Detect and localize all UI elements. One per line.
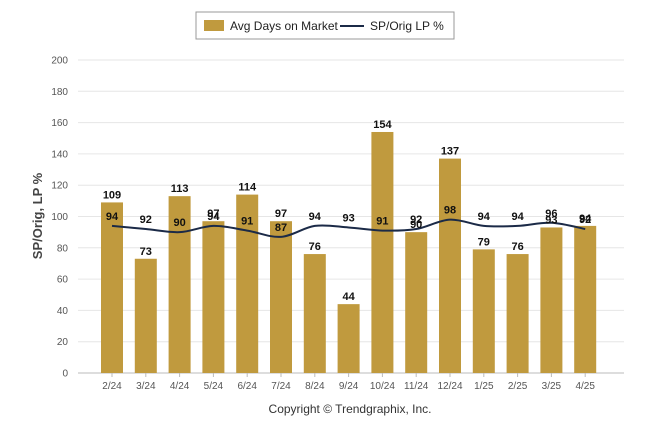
line-series [111, 218, 586, 238]
bar-value-label: 76 [309, 241, 321, 253]
line-value-label: 94 [511, 211, 524, 223]
line-value-label: 93 [342, 212, 354, 224]
y-tick-label: 200 [51, 56, 68, 67]
bar [337, 304, 360, 373]
line-value-label: 98 [444, 205, 456, 217]
bars [101, 131, 597, 373]
y-tick-label: 20 [57, 337, 69, 348]
line-value-label: 94 [309, 211, 322, 223]
x-tick-label: 4/24 [170, 381, 190, 392]
line-value-label: 92 [579, 214, 591, 226]
line-value-label: 92 [140, 214, 152, 226]
x-axis-ticks: 2/24 3/24 4/24 5/24 6/24 7/24 8/24 9/24 10/24 11/… [102, 373, 595, 392]
x-tick-label: 3/24 [136, 381, 156, 392]
y-axis-label: SP/Orig, LP % [30, 172, 45, 259]
bar-value-label: 94 [579, 213, 592, 225]
x-tick-label: 5/24 [204, 381, 224, 392]
y-tick-label: 120 [51, 181, 68, 192]
bar [134, 258, 157, 373]
bar [303, 254, 326, 373]
bar-value-label: 79 [478, 236, 490, 248]
bar-value-label: 109 [103, 189, 121, 201]
x-tick-label: 1/25 [474, 381, 494, 392]
x-tick-label: 8/24 [305, 381, 325, 392]
legend-label-line: SP/Orig LP % [370, 19, 444, 33]
bar-value-label: 114 [238, 182, 257, 194]
x-tick-label: 2/24 [102, 381, 122, 392]
y-tick-label: 140 [51, 149, 68, 160]
y-tick-label: 40 [57, 306, 69, 317]
bar-value-label: 76 [511, 241, 523, 253]
y-tick-label: 60 [57, 275, 69, 286]
bar [439, 158, 461, 373]
x-tick-label: 11/24 [404, 381, 429, 392]
bar-value-label: 154 [373, 119, 392, 131]
copyright-footer: Copyright © Trendgraphix, Inc. [269, 402, 432, 416]
bar [101, 202, 123, 373]
line-value-label: 90 [173, 217, 185, 229]
bar [405, 232, 428, 373]
bar-value-label: 97 [275, 208, 287, 220]
bar [574, 225, 597, 373]
line-value-label: 94 [207, 211, 220, 223]
bar [371, 131, 394, 373]
bar-value-label: 113 [171, 183, 189, 195]
bar [506, 254, 529, 373]
y-tick-label: 180 [51, 87, 68, 98]
y-tick-label: 80 [57, 243, 69, 254]
bar-value-label: 90 [410, 219, 422, 231]
bar-value-label: 97 [207, 208, 219, 220]
y-tick-label: 100 [51, 212, 68, 223]
y-axis-ticks: 0 20 40 60 80 100 120 140 160 180 200 [51, 56, 68, 380]
line-value-label: 96 [545, 208, 557, 220]
legend-label-bar: Avg Days on Market [230, 19, 338, 33]
bar [270, 221, 292, 373]
bar [472, 249, 495, 373]
bar [168, 196, 191, 373]
bar-value-label: 44 [342, 291, 355, 303]
bar-value-label: 93 [545, 214, 557, 226]
bar [236, 194, 259, 373]
legend: Avg Days on Market SP/Orig LP % [195, 11, 455, 40]
legend-swatch-bar [204, 20, 224, 31]
bar [202, 221, 225, 373]
line-value-label: 92 [410, 214, 422, 226]
line-value-label: 91 [376, 216, 388, 228]
bar-value-label: 73 [140, 246, 152, 258]
x-tick-label: 4/25 [575, 381, 595, 392]
line-value-label: 94 [478, 211, 491, 223]
line-path [111, 218, 586, 238]
line-value-label: 87 [275, 222, 287, 234]
x-tick-label: 3/25 [542, 381, 562, 392]
bar [540, 227, 563, 373]
line-value-label: 91 [241, 216, 253, 228]
x-tick-label: 6/24 [237, 381, 257, 392]
x-tick-label: 10/24 [370, 381, 395, 392]
y-tick-label: 0 [62, 369, 68, 380]
x-tick-label: 12/24 [437, 381, 462, 392]
x-tick-label: 2/25 [508, 381, 528, 392]
line-value-label: 94 [106, 211, 119, 223]
y-tick-label: 160 [51, 118, 68, 129]
x-tick-label: 7/24 [271, 381, 291, 392]
x-tick-label: 9/24 [339, 381, 359, 392]
bar-value-label: 137 [441, 146, 459, 158]
